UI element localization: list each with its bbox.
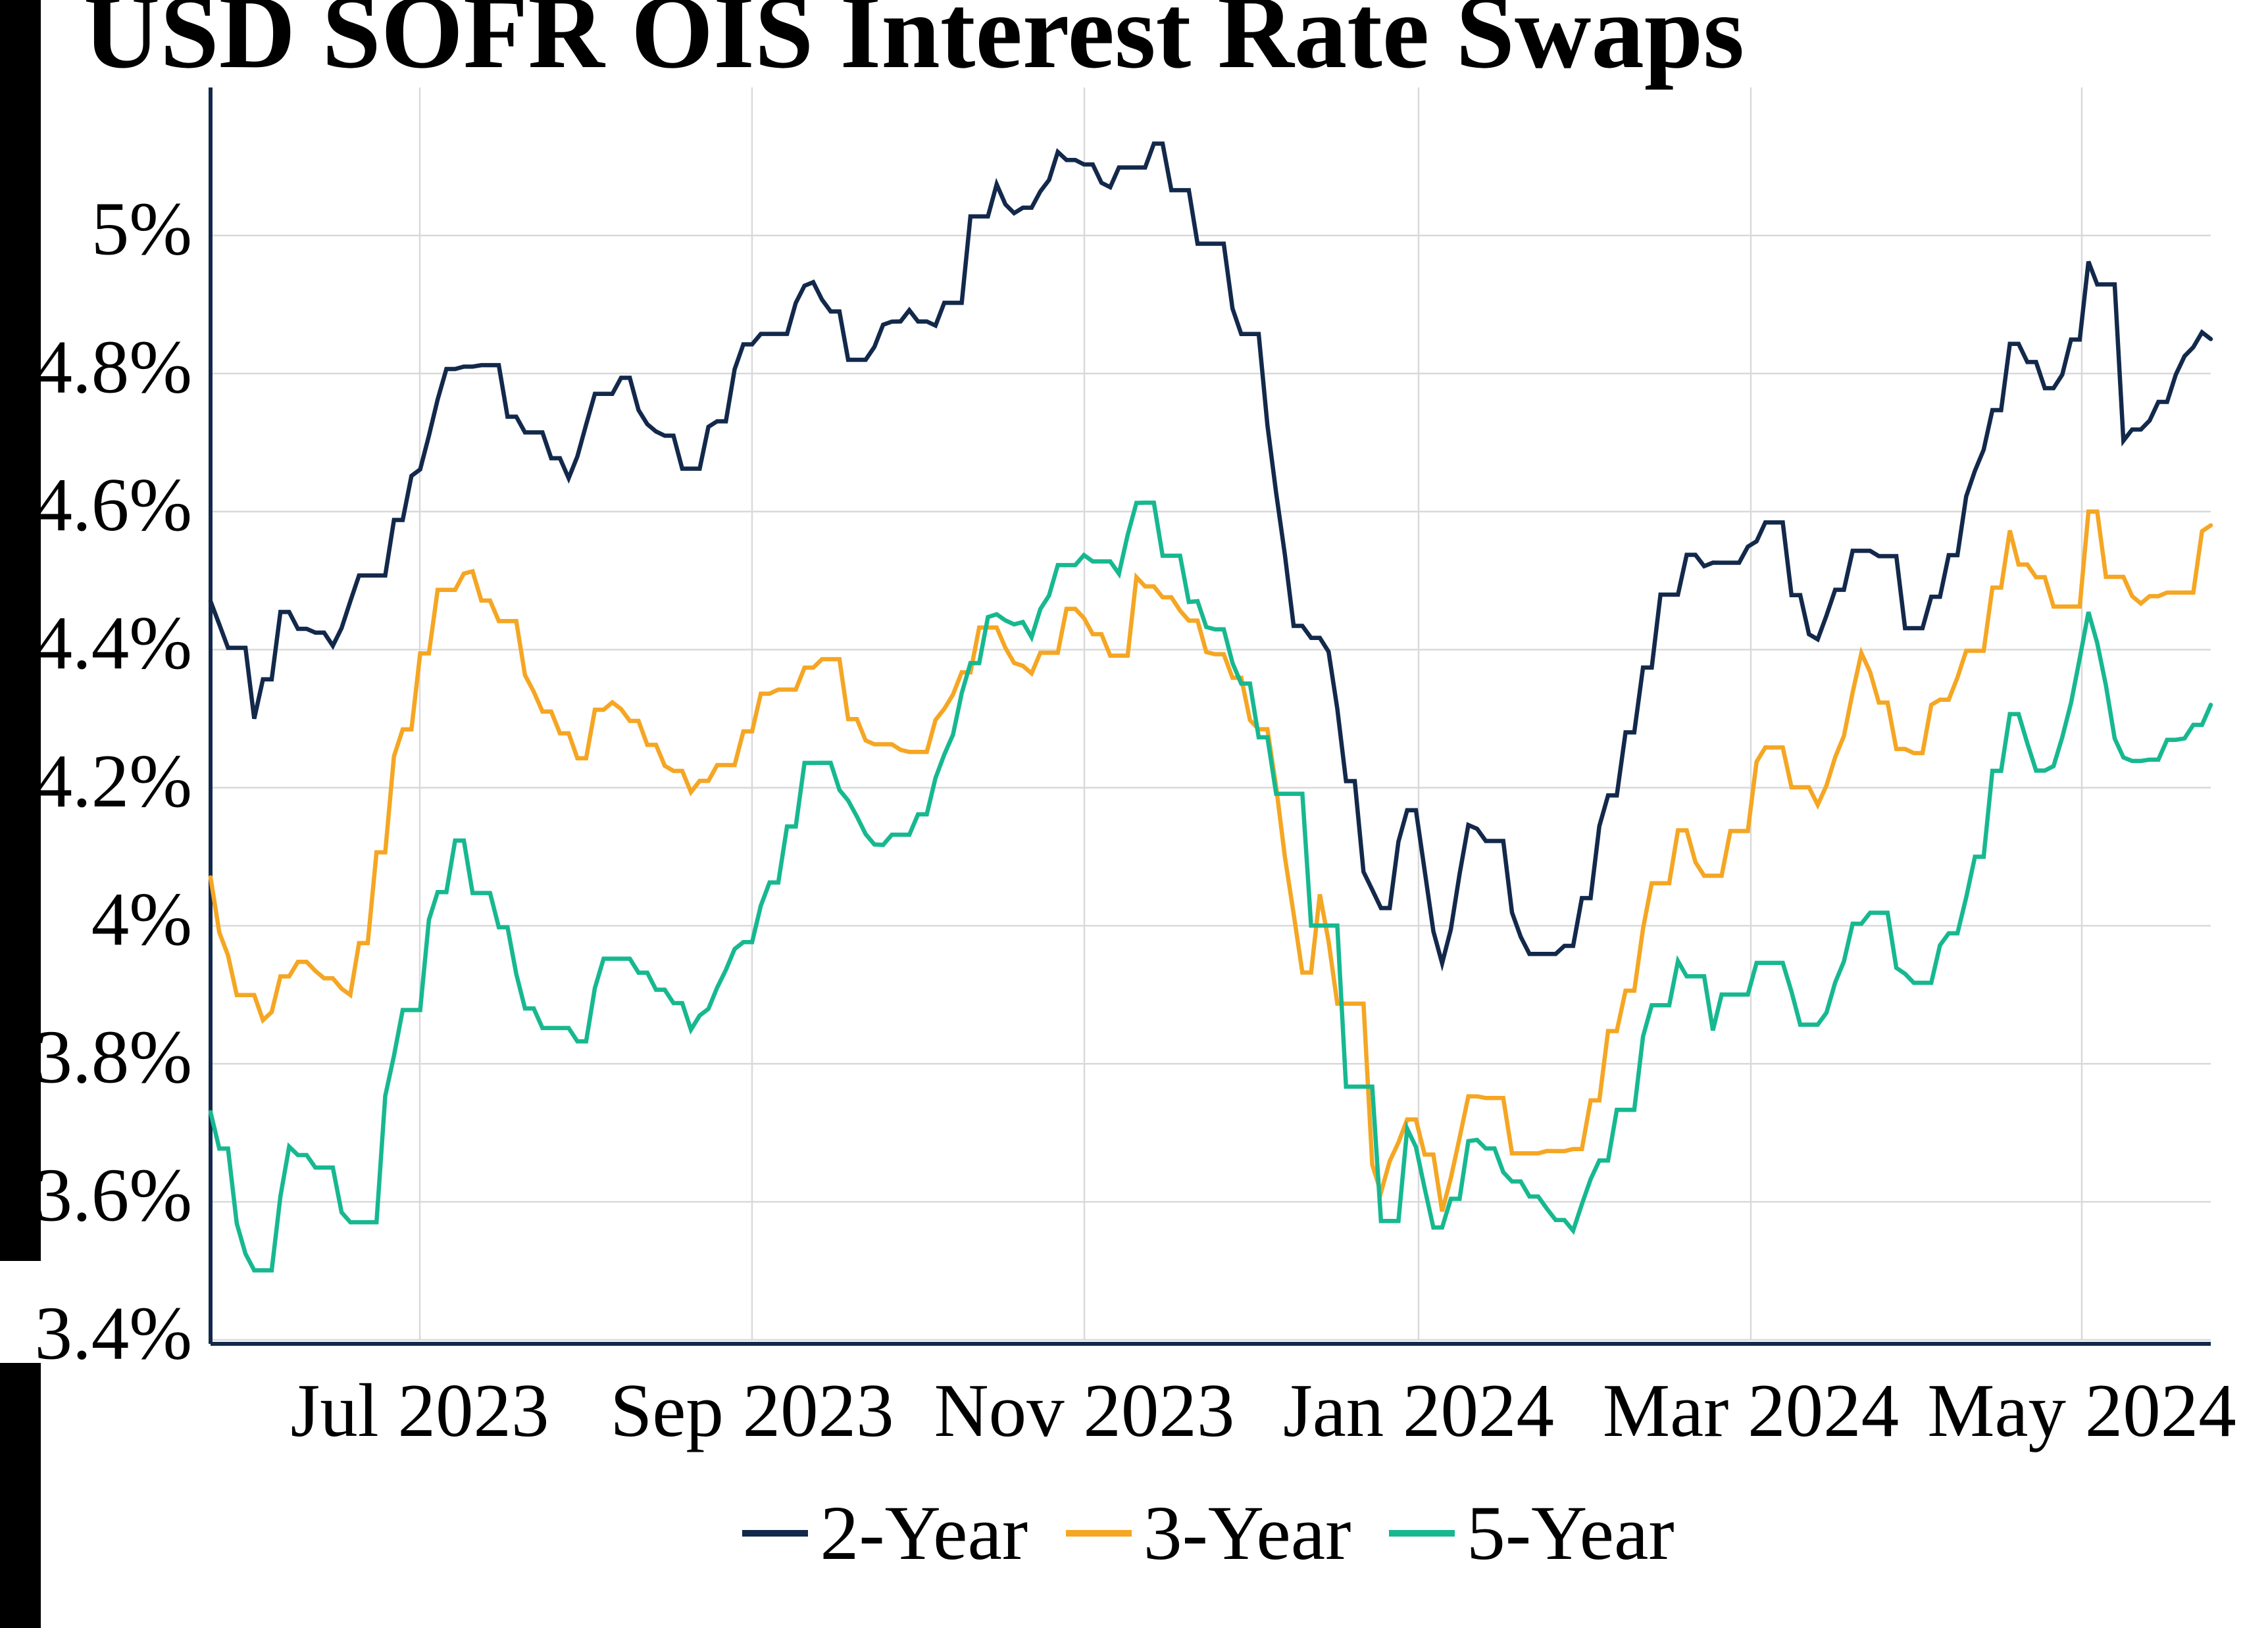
svg-text:5%: 5% [91,187,192,270]
svg-text:3.8%: 3.8% [34,1016,192,1099]
svg-text:Nov 2023: Nov 2023 [934,1369,1235,1452]
svg-text:4%: 4% [91,877,192,961]
svg-text:Mar 2024: Mar 2024 [1603,1369,1899,1452]
svg-text:Sep 2023: Sep 2023 [610,1369,894,1452]
svg-text:4.4%: 4.4% [34,601,192,685]
svg-text:4.8%: 4.8% [34,325,192,408]
svg-text:3.4%: 3.4% [34,1291,192,1375]
svg-text:Jul 2023: Jul 2023 [291,1369,549,1452]
svg-text:Jan 2024: Jan 2024 [1283,1369,1554,1452]
svg-text:4.6%: 4.6% [34,463,192,547]
svg-text:May 2024: May 2024 [1927,1369,2236,1452]
svg-text:4.2%: 4.2% [34,739,192,823]
svg-text:3.6%: 3.6% [34,1154,192,1237]
